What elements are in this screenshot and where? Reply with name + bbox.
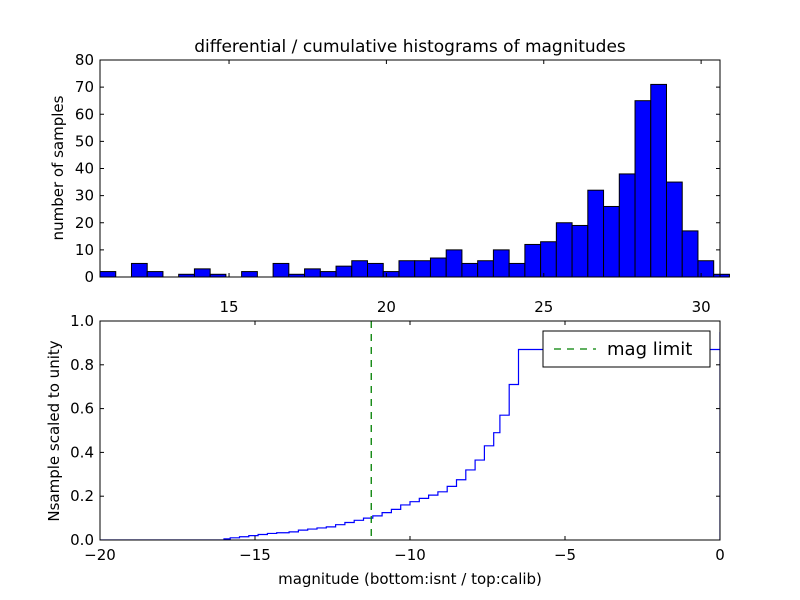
y-tick-label: 60 bbox=[75, 105, 94, 123]
histogram-bar bbox=[304, 268, 321, 278]
y-tick-label: 0.4 bbox=[70, 443, 94, 461]
y-tick-label: 0 bbox=[84, 268, 94, 286]
histogram-bar bbox=[335, 265, 353, 278]
histogram-bar bbox=[650, 83, 667, 278]
histogram-bar bbox=[524, 243, 542, 278]
histogram-bar bbox=[477, 260, 494, 278]
histogram-bar bbox=[697, 260, 715, 278]
histogram-bar bbox=[618, 173, 636, 278]
histogram-bar bbox=[571, 224, 589, 278]
histogram-ticks: 0 10 20 30 40 50 60 70 80 15 20 25 30 bbox=[75, 51, 720, 316]
histogram-axes: differential / cumulative histograms of … bbox=[49, 37, 730, 316]
histogram-bar bbox=[555, 222, 573, 278]
histogram-bar bbox=[492, 249, 510, 278]
x-tick-label: 30 bbox=[692, 298, 711, 316]
histogram-bar bbox=[445, 249, 463, 278]
x-tick-label: −15 bbox=[239, 546, 271, 564]
y-tick-label: 0.2 bbox=[70, 487, 94, 505]
chart-title: differential / cumulative histograms of … bbox=[194, 37, 626, 57]
histogram-bar bbox=[681, 230, 699, 278]
histogram-bar bbox=[398, 260, 416, 278]
histogram-bar bbox=[193, 268, 211, 278]
histogram-bar bbox=[146, 271, 164, 278]
histogram-bar bbox=[508, 262, 526, 278]
histogram-bar bbox=[461, 262, 479, 278]
y-tick-label: 0.8 bbox=[70, 356, 94, 374]
cumulative-ticks: 0.0 0.2 0.4 0.6 0.8 1.0 −20 −15 −10 −5 0 bbox=[70, 312, 725, 564]
y-tick-label: 30 bbox=[75, 187, 94, 205]
cumulative-step-line bbox=[100, 331, 720, 540]
x-tick-label: 0 bbox=[715, 546, 725, 564]
y-tick-label: 70 bbox=[75, 78, 94, 96]
y-tick-label: 20 bbox=[75, 214, 94, 232]
legend-label-mag-limit: mag limit bbox=[607, 339, 692, 360]
y-tick-label: 0.0 bbox=[70, 531, 94, 549]
legend: mag limit bbox=[542, 330, 711, 368]
histogram-bar bbox=[429, 257, 447, 278]
histogram-bar bbox=[634, 100, 652, 278]
x-tick-label: 15 bbox=[219, 298, 238, 316]
histogram-bar bbox=[603, 205, 620, 278]
histogram-bar bbox=[272, 262, 290, 278]
histogram-bar bbox=[587, 189, 605, 278]
histogram-bar bbox=[414, 260, 431, 278]
cumulative-axes: 0.0 0.2 0.4 0.6 0.8 1.0 −20 −15 −10 −5 0 magnitude… bbox=[45, 312, 725, 588]
histogram-bar bbox=[665, 181, 683, 278]
histogram-bar bbox=[367, 262, 384, 278]
histogram-bar bbox=[351, 260, 369, 278]
x-tick-label: −5 bbox=[554, 546, 576, 564]
x-tick-label: 20 bbox=[377, 298, 396, 316]
y-tick-label: 80 bbox=[75, 51, 94, 69]
histogram-ylabel: number of samples bbox=[49, 95, 67, 240]
cumulative-xlabel: magnitude (bottom:isnt / top:calib) bbox=[278, 570, 542, 588]
y-tick-label: 50 bbox=[75, 132, 94, 150]
histogram-bar bbox=[99, 271, 117, 278]
histogram-bar bbox=[241, 271, 258, 278]
y-tick-label: 0.6 bbox=[70, 400, 94, 418]
histogram-bar bbox=[540, 241, 557, 278]
y-tick-label: 40 bbox=[75, 160, 94, 178]
x-tick-label: −20 bbox=[84, 546, 116, 564]
histogram-bar bbox=[382, 271, 400, 278]
y-tick-label: 1.0 bbox=[70, 312, 94, 330]
histogram-bar bbox=[130, 262, 148, 278]
histogram-bars bbox=[99, 83, 730, 278]
x-tick-label: 25 bbox=[534, 298, 553, 316]
y-tick-label: 10 bbox=[75, 241, 94, 259]
x-tick-label: −10 bbox=[394, 546, 426, 564]
cumulative-lines bbox=[100, 321, 720, 540]
histogram-bar bbox=[713, 273, 730, 278]
cumulative-ylabel: Nsample scaled to unity bbox=[45, 340, 63, 521]
histogram-bar bbox=[319, 271, 337, 278]
